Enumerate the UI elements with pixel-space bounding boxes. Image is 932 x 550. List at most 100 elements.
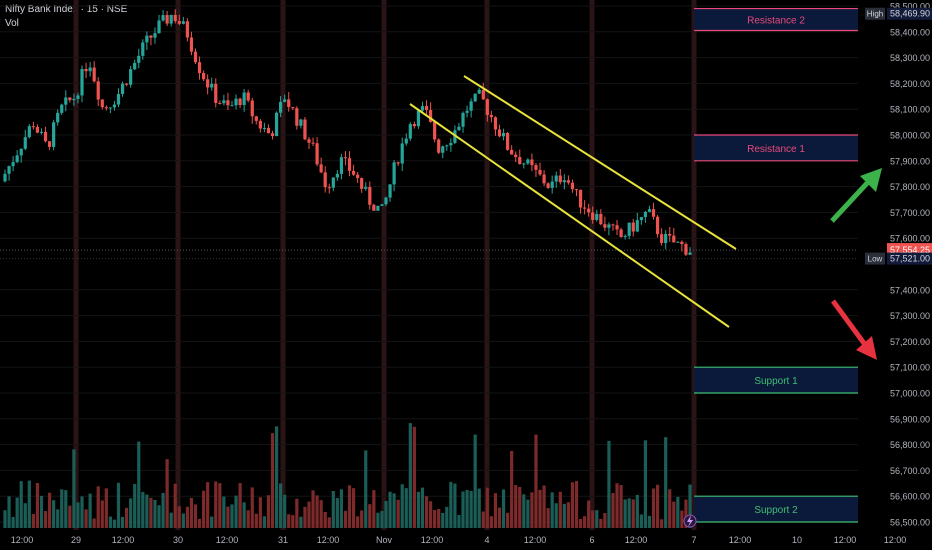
- candle-body: [311, 142, 315, 144]
- candle-body: [668, 233, 672, 236]
- y-tick-label: 57,000.00: [890, 389, 930, 399]
- volume-bar: [210, 516, 214, 528]
- volume-bar: [376, 512, 380, 528]
- volume-bar: [554, 503, 558, 528]
- candle-body: [31, 126, 35, 128]
- volume-bar: [343, 510, 348, 528]
- volume-bar: [668, 489, 672, 528]
- volume-bar: [651, 488, 656, 528]
- candle-body: [485, 99, 489, 115]
- volume-bar: [120, 516, 125, 528]
- candle-body: [339, 157, 344, 174]
- candle-body: [116, 93, 121, 105]
- candle-body: [133, 62, 137, 70]
- volume-bar: [295, 498, 299, 528]
- x-tick-label: 12:00: [625, 535, 648, 545]
- volume-bar: [80, 496, 84, 528]
- volume-bar: [157, 505, 161, 528]
- candle-body: [104, 107, 108, 109]
- volume-bar: [47, 492, 52, 528]
- candle-body: [23, 137, 27, 149]
- volume-bar: [578, 519, 583, 528]
- volume-bar: [396, 499, 400, 528]
- candle-body: [76, 95, 80, 99]
- volume-bar: [72, 449, 76, 528]
- volume-bar: [124, 507, 129, 528]
- y-tick-label: 56,800.00: [890, 440, 930, 450]
- volume-bar: [165, 459, 169, 528]
- zone-resistance: [694, 8, 858, 31]
- candle-body: [303, 119, 307, 140]
- volume-bar: [153, 499, 157, 528]
- volume-bar: [591, 510, 595, 528]
- volume-bar: [84, 509, 88, 528]
- candle-body: [542, 174, 546, 184]
- volume-bar: [542, 485, 546, 528]
- volume-bar: [52, 500, 56, 528]
- volume-bar: [177, 506, 181, 528]
- candle-body: [141, 42, 145, 56]
- volume-bar: [222, 496, 226, 528]
- candle-body: [112, 104, 117, 108]
- candle-body: [461, 112, 465, 127]
- candle-body: [80, 69, 84, 96]
- y-tick-label: 58,100.00: [890, 105, 930, 115]
- candle-body: [149, 35, 153, 38]
- volume-bar: [129, 498, 133, 528]
- candle-body: [510, 149, 514, 155]
- volume-bar: [287, 514, 291, 528]
- candle-body: [254, 116, 258, 121]
- candle-body: [497, 129, 502, 137]
- candle-body: [120, 83, 125, 94]
- candle-body: [238, 98, 242, 106]
- x-tick-label: 12:00: [524, 535, 547, 545]
- volume-bar: [518, 486, 522, 528]
- volume-bar: [185, 506, 189, 528]
- candle-body: [566, 180, 571, 183]
- high-value-bg: [887, 7, 932, 20]
- candle-body: [206, 79, 210, 88]
- volume-bar: [116, 482, 121, 528]
- volume-bar: [416, 491, 421, 528]
- candle-body: [92, 67, 96, 82]
- volume-bar: [189, 497, 194, 528]
- candle-body: [226, 100, 230, 106]
- volume-bar: [39, 495, 44, 528]
- x-tick-label: 10: [792, 535, 802, 545]
- volume-bar: [672, 501, 676, 528]
- volume-bar: [7, 496, 11, 528]
- volume-bar: [465, 489, 469, 528]
- y-axis: 58,500.00 58,400.00 58,300.00 58,200.00 58,1…: [858, 0, 932, 550]
- candle-body: [335, 173, 339, 178]
- volume-bar: [607, 440, 611, 528]
- candle-body: [526, 159, 530, 164]
- price-tags: High 58,469.90 57,554.25 Low 57,521.00: [865, 7, 932, 265]
- candle-body: [19, 148, 23, 156]
- high-tag-bg: [865, 7, 885, 20]
- candle-body: [250, 100, 254, 117]
- candle-body: [157, 20, 161, 34]
- candle-body: [177, 21, 181, 24]
- volume-bar: [315, 495, 319, 528]
- volume-bar: [550, 492, 554, 528]
- zone-label: Resistance 1: [747, 144, 805, 155]
- volume-bar: [88, 493, 92, 528]
- volume-bar: [214, 481, 218, 528]
- volume-bar: [149, 497, 153, 528]
- volume-bar: [262, 516, 267, 528]
- volume-bar: [307, 501, 311, 528]
- y-tick-label: 57,100.00: [890, 363, 930, 373]
- volume-bar: [380, 510, 384, 528]
- volume-bar: [96, 486, 100, 528]
- zones: Resistance 2 Resistance 1 Support 1 Support…: [694, 7, 858, 523]
- y-tick-label: 58,400.00: [890, 27, 930, 37]
- low-value-bg: [887, 252, 932, 265]
- volume-bar: [574, 481, 579, 528]
- volume-bar: [351, 488, 356, 528]
- volume-bar: [234, 495, 238, 528]
- volume-bar: [408, 423, 412, 528]
- volume-bar: [218, 483, 222, 528]
- candle-body: [108, 107, 112, 109]
- up-arrow-icon: [860, 168, 882, 192]
